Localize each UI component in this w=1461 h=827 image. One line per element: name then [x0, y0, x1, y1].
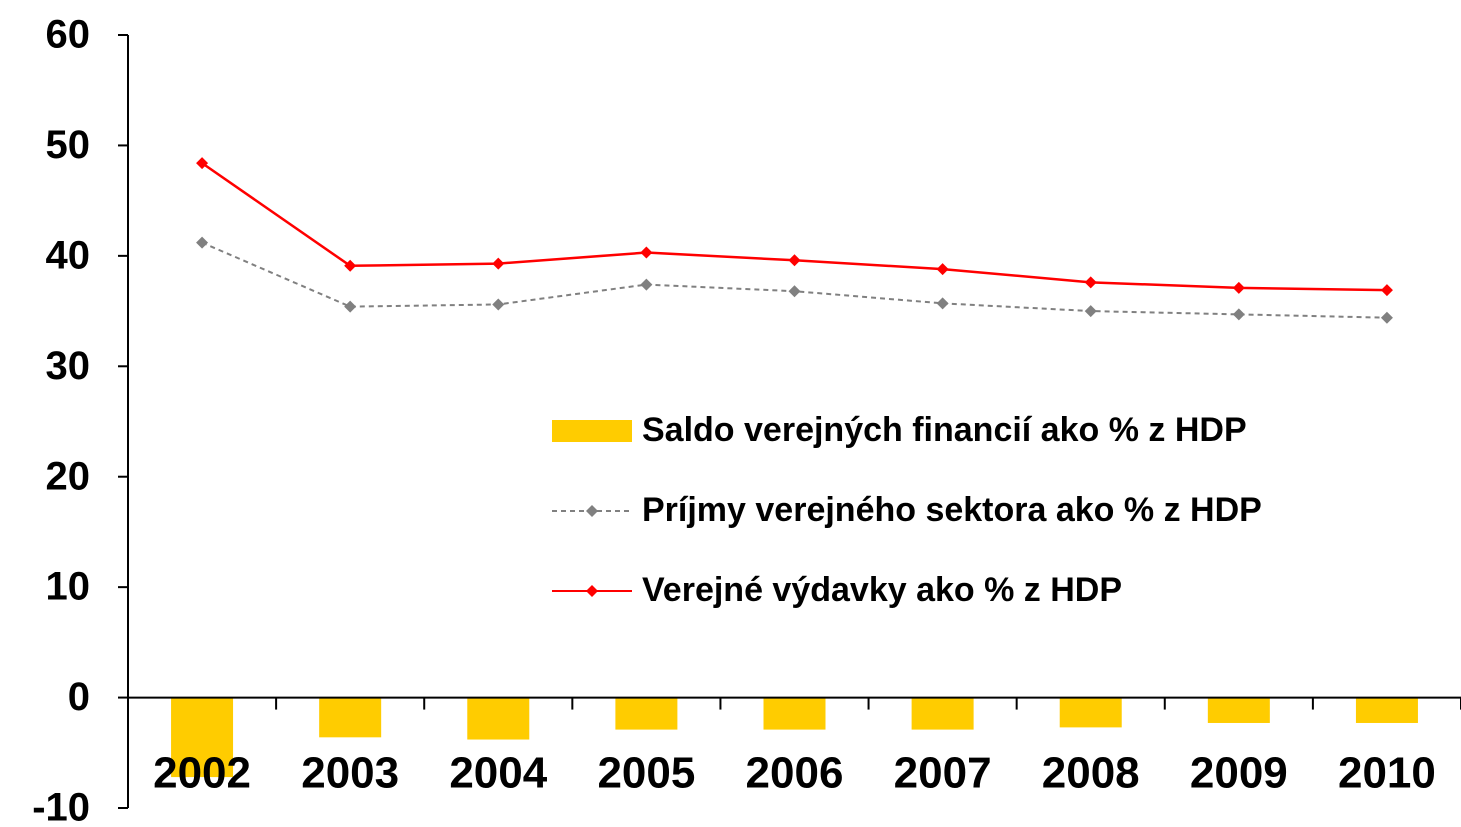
- marker: [1084, 276, 1097, 289]
- y-tick-label: 50: [46, 123, 91, 167]
- x-tick-label: 2010: [1338, 749, 1436, 798]
- marker: [788, 254, 801, 267]
- marker: [1232, 308, 1245, 321]
- marker: [586, 585, 598, 597]
- legend-swatch: [552, 420, 632, 442]
- marker: [1380, 284, 1393, 297]
- y-tick-label: 20: [46, 454, 91, 498]
- marker: [640, 246, 653, 259]
- bar: [911, 697, 974, 730]
- bar: [1207, 697, 1270, 723]
- line: [201, 241, 1387, 319]
- marker: [1232, 281, 1245, 294]
- marker: [586, 505, 598, 517]
- bar: [319, 697, 382, 738]
- marker: [936, 297, 949, 310]
- x-tick-label: 2004: [449, 749, 547, 798]
- x-tick-label: 2002: [153, 749, 251, 798]
- bar: [1059, 697, 1122, 728]
- marker: [196, 236, 209, 249]
- x-tick-label: 2003: [301, 749, 399, 798]
- marker: [196, 157, 209, 170]
- bar: [1355, 697, 1418, 723]
- y-tick-label: 40: [46, 233, 91, 277]
- y-tick-label: 10: [46, 565, 91, 609]
- marker: [492, 298, 505, 311]
- marker: [344, 259, 357, 272]
- bar: [171, 697, 234, 778]
- x-tick-label: 2006: [746, 749, 844, 798]
- bar: [763, 697, 826, 730]
- x-tick-label: 2007: [894, 749, 992, 798]
- y-tick-label: 30: [46, 344, 91, 388]
- legend-label: Verejné výdavky ako % z HDP: [642, 571, 1122, 609]
- y-tick-label: 60: [46, 13, 91, 57]
- marker: [1380, 311, 1393, 324]
- legend-label: Saldo verejných financií ako % z HDP: [642, 411, 1247, 449]
- bar: [615, 697, 678, 730]
- y-tick-label: 0: [68, 675, 90, 719]
- marker: [344, 300, 357, 313]
- y-tick-label: -10: [32, 786, 90, 827]
- marker: [492, 257, 505, 270]
- x-tick-label: 2008: [1042, 749, 1140, 798]
- marker: [936, 263, 949, 276]
- marker: [788, 285, 801, 298]
- line: [201, 162, 1387, 292]
- marker: [1084, 305, 1097, 318]
- x-tick-label: 2009: [1190, 749, 1288, 798]
- legend-label: Príjmy verejného sektora ako % z HDP: [642, 491, 1262, 529]
- x-tick-label: 2005: [597, 749, 695, 798]
- bar: [467, 697, 530, 740]
- marker: [640, 278, 653, 291]
